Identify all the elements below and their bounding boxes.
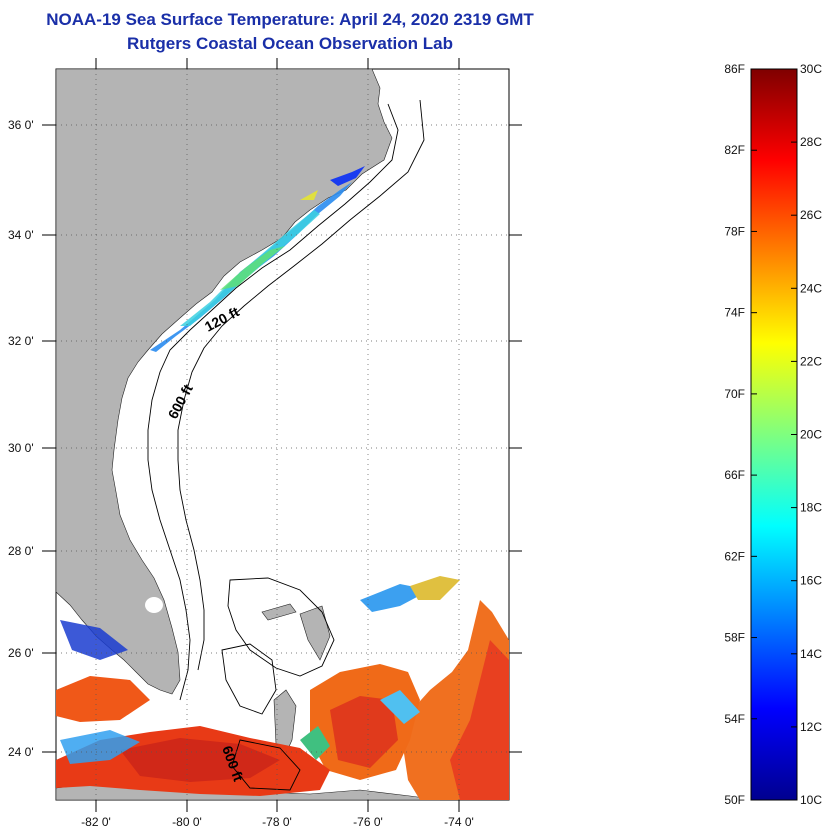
colorbar-f-label: 62F	[724, 549, 745, 563]
colorbar-c-label: 12C	[800, 720, 822, 734]
colorbar-f-label: 86F	[724, 62, 745, 76]
colorbar-c-label: 26C	[800, 208, 822, 222]
map-title: NOAA-19 Sea Surface Temperature: April 2…	[46, 10, 534, 29]
lat-label: 24 0'	[8, 745, 34, 759]
lon-label: -82 0'	[81, 815, 111, 829]
lon-label: -78 0'	[262, 815, 292, 829]
lat-label: 28 0'	[8, 544, 34, 558]
colorbar-f-label: 78F	[724, 224, 745, 238]
contour-120ft	[147, 103, 399, 701]
colorbar-f-label: 50F	[724, 793, 745, 807]
land-mainland	[55, 68, 393, 695]
lat-label: 32 0'	[8, 334, 34, 348]
colorbar-f-label: 66F	[724, 468, 745, 482]
contour-600ft	[177, 99, 425, 671]
colorbar-c-label: 14C	[800, 647, 822, 661]
land-abaco	[299, 605, 331, 661]
colorbar-c-label: 28C	[800, 135, 822, 149]
map-subtitle: Rutgers Coastal Ocean Observation Lab	[127, 34, 453, 53]
colorbar-f-label: 58F	[724, 631, 745, 645]
lat-label: 26 0'	[8, 646, 34, 660]
sst-warm-region	[56, 576, 509, 800]
lon-label: -76 0'	[353, 815, 383, 829]
sst-coastal-band	[60, 166, 365, 660]
colorbar-f-label: 74F	[724, 306, 745, 320]
map-ticks	[42, 58, 522, 812]
map-grid	[56, 69, 509, 800]
colorbar-c-label: 22C	[800, 354, 822, 368]
lake-okeechobee	[145, 597, 163, 613]
lat-label: 30 0'	[8, 441, 34, 455]
colorbar-c-label: 24C	[800, 281, 822, 295]
colorbar-c-label: 30C	[800, 62, 822, 76]
colorbar-f-label: 70F	[724, 387, 745, 401]
colorbar-c-label: 20C	[800, 428, 822, 442]
lat-label: 34 0'	[8, 228, 34, 242]
colorbar-c-label: 16C	[800, 574, 822, 588]
lon-label: -80 0'	[172, 815, 202, 829]
colorbar-f-label: 82F	[724, 143, 745, 157]
colorbar-c-label: 10C	[800, 793, 822, 807]
land-grand-bahama	[261, 603, 297, 621]
colorbar-c-label: 18C	[800, 501, 822, 515]
colorbar-gradient	[750, 68, 798, 801]
bathymetry-contours	[147, 99, 425, 791]
colorbar-f-label: 54F	[724, 712, 745, 726]
lat-label: 36 0'	[8, 118, 34, 132]
lon-label: -74 0'	[444, 815, 474, 829]
